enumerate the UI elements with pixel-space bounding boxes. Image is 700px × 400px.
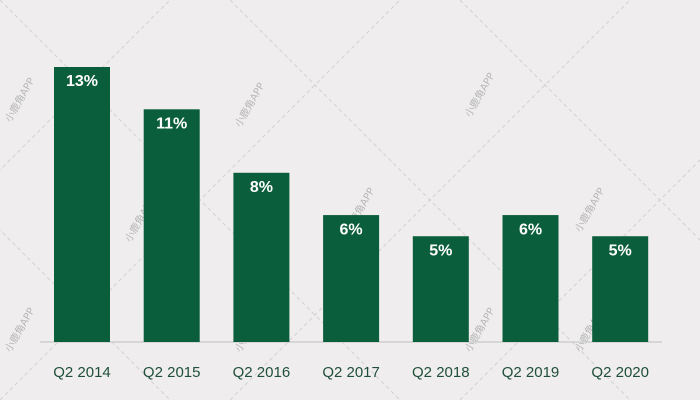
value-label: 5%	[609, 242, 632, 259]
bar	[143, 109, 200, 342]
x-tick-label: Q2 2015	[143, 364, 201, 381]
value-label: 13%	[66, 73, 98, 90]
x-tick-label: Q2 2019	[502, 364, 560, 381]
x-tick-label: Q2 2020	[591, 364, 649, 381]
value-label: 11%	[156, 116, 187, 133]
value-label: 5%	[429, 242, 452, 259]
value-label: 8%	[250, 179, 273, 196]
bar	[323, 215, 380, 342]
x-tick-label: Q2 2017	[322, 364, 380, 381]
bar	[502, 215, 559, 342]
x-tick-label: Q2 2014	[53, 364, 111, 381]
bar	[412, 236, 469, 342]
watermark: 小鹿角APP	[572, 185, 608, 234]
watermark: 小鹿角APP	[232, 80, 268, 129]
watermark: 小鹿角APP	[2, 305, 38, 354]
watermark: 小鹿角APP	[2, 75, 38, 124]
value-label: 6%	[340, 221, 363, 238]
bar	[233, 172, 290, 342]
x-tick-label: Q2 2016	[233, 364, 291, 381]
watermark: 小鹿角APP	[462, 70, 498, 119]
x-tick-label: Q2 2018	[412, 364, 470, 381]
bar	[54, 67, 110, 342]
value-label: 6%	[519, 221, 542, 238]
bar	[592, 236, 649, 342]
